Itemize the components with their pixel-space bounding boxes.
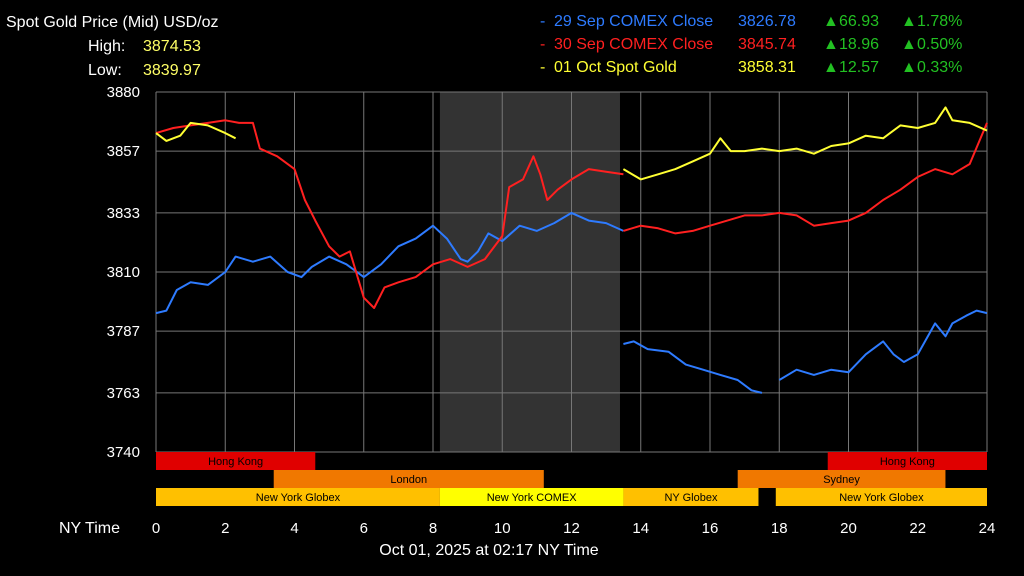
chart-title: Spot Gold Price (Mid) USD/oz <box>6 14 219 31</box>
change-up-icon: ▲ <box>901 36 917 53</box>
session-label: New York Globex <box>839 492 924 504</box>
session-bar <box>775 488 987 506</box>
change-up-icon: ▲ <box>901 59 917 76</box>
x-tick-label: 16 <box>702 520 719 537</box>
legend-pct: 0.33% <box>917 59 963 76</box>
change-up-icon: ▲ <box>823 36 839 53</box>
session-label: New York COMEX <box>487 492 578 504</box>
session-label: Sydney <box>823 474 860 486</box>
session-bar <box>439 488 624 506</box>
x-tick-label: 18 <box>771 520 788 537</box>
high-value: 3874.53 <box>143 38 201 55</box>
change-up-icon: ▲ <box>901 13 917 30</box>
x-tick-label: 24 <box>979 520 996 537</box>
y-tick-label: 3833 <box>107 205 140 222</box>
session-label: NY Globex <box>664 492 717 504</box>
series-line-0-seg-2 <box>778 309 988 381</box>
series-line-1-seg-0 <box>155 119 624 309</box>
x-tick-label: 12 <box>563 520 580 537</box>
series-line-0-seg-0 <box>155 211 624 315</box>
low-label: Low: <box>88 62 122 79</box>
series-line-2-seg-1 <box>622 106 988 181</box>
change-up-icon: ▲ <box>823 13 839 30</box>
x-tick-label: 0 <box>152 520 160 537</box>
legend-pct: 1.78% <box>917 13 963 30</box>
session-label: London <box>390 474 427 486</box>
series-line-0-seg-1 <box>623 340 763 394</box>
legend-pct: 0.50% <box>917 36 963 53</box>
session-bar <box>737 470 946 488</box>
series-line-2-seg-0 <box>155 121 237 142</box>
legend-series-name: 29 Sep COMEX Close <box>554 13 714 30</box>
high-label: High: <box>88 38 126 55</box>
legend-dash: - <box>540 36 546 53</box>
session-bar <box>273 470 544 488</box>
series-line-1-seg-1 <box>623 122 988 235</box>
x-tick-label: 8 <box>429 520 437 537</box>
x-tick-label: 2 <box>221 520 229 537</box>
y-tick-label: 3810 <box>107 264 140 281</box>
chart-subtitle: Oct 01, 2025 at 02:17 NY Time <box>379 542 598 559</box>
y-tick-label: 3763 <box>107 385 140 402</box>
session-bar <box>623 488 759 506</box>
y-tick-label: 3857 <box>107 143 140 160</box>
change-up-icon: ▲ <box>823 59 839 76</box>
x-tick-label: 4 <box>290 520 298 537</box>
x-tick-label: 20 <box>840 520 857 537</box>
legend-price: 3826.78 <box>738 13 796 30</box>
session-bar <box>827 452 987 470</box>
legend-dash: - <box>540 13 546 30</box>
legend-dash: - <box>540 59 546 76</box>
x-axis-label: NY Time <box>59 520 120 537</box>
legend-price: 3845.74 <box>738 36 796 53</box>
legend-change: 18.96 <box>839 36 880 53</box>
legend-price: 3858.31 <box>738 59 796 76</box>
session-bar <box>156 488 440 506</box>
legend-change: 12.57 <box>839 59 880 76</box>
y-tick-label: 3880 <box>107 84 140 101</box>
session-label: New York Globex <box>256 492 341 504</box>
session-label: Hong Kong <box>208 456 263 468</box>
x-tick-label: 10 <box>494 520 511 537</box>
legend-series-name: 30 Sep COMEX Close <box>554 36 714 53</box>
x-tick-label: 22 <box>909 520 926 537</box>
y-tick-label: 3787 <box>107 323 140 340</box>
x-tick-label: 6 <box>360 520 368 537</box>
low-value: 3839.97 <box>143 62 201 79</box>
session-bar <box>156 452 316 470</box>
session-label: Hong Kong <box>880 456 935 468</box>
legend-change: 66.93 <box>839 13 880 30</box>
legend-series-name: 01 Oct Spot Gold <box>554 59 677 76</box>
y-tick-label: 3740 <box>107 444 140 461</box>
x-tick-label: 14 <box>632 520 649 537</box>
